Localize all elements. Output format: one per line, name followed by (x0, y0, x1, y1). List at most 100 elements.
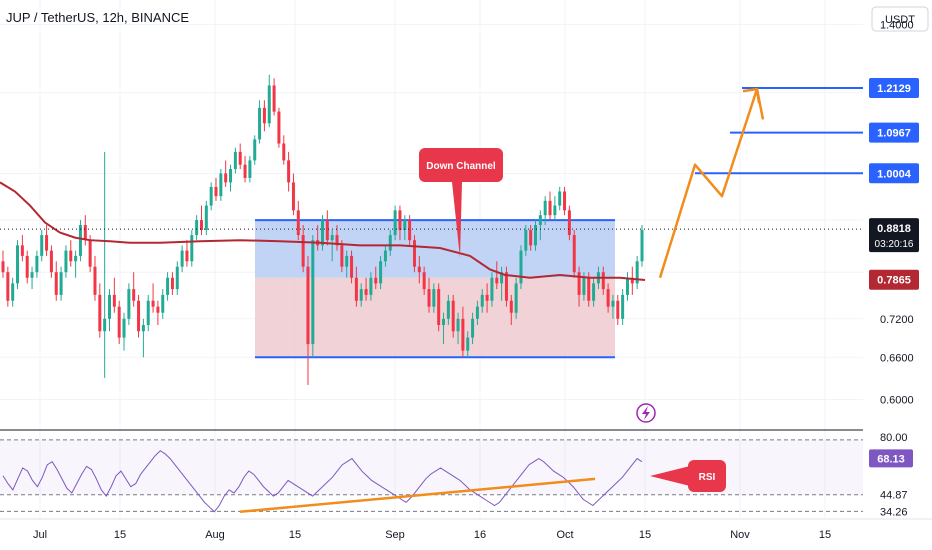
candle[interactable] (364, 277, 368, 301)
candle[interactable] (262, 100, 266, 132)
candle[interactable] (379, 255, 383, 290)
candle[interactable] (388, 230, 392, 256)
candle[interactable] (374, 266, 378, 290)
candle[interactable] (306, 255, 310, 385)
candle[interactable] (350, 250, 354, 284)
candle[interactable] (16, 240, 20, 290)
candle[interactable] (229, 164, 233, 192)
candle[interactable] (558, 186, 562, 211)
candle[interactable] (35, 250, 39, 278)
candle[interactable] (199, 205, 203, 236)
candle[interactable] (616, 294, 620, 325)
candle[interactable] (500, 266, 504, 301)
candle[interactable] (509, 294, 513, 325)
candle[interactable] (25, 250, 29, 284)
candle[interactable] (451, 294, 455, 338)
candle[interactable] (132, 272, 136, 307)
candle[interactable] (325, 210, 329, 246)
candle[interactable] (64, 245, 68, 278)
candle[interactable] (59, 266, 63, 301)
candle[interactable] (529, 225, 533, 251)
candle[interactable] (427, 277, 431, 313)
candle[interactable] (437, 283, 441, 332)
candle[interactable] (112, 277, 116, 313)
candle[interactable] (403, 215, 407, 241)
candle[interactable] (175, 261, 179, 295)
candle[interactable] (461, 306, 465, 358)
candle[interactable] (606, 283, 610, 313)
candle[interactable] (475, 300, 479, 325)
candle[interactable] (166, 272, 170, 301)
candle[interactable] (611, 294, 615, 319)
candle[interactable] (533, 220, 538, 251)
candle[interactable] (224, 160, 228, 187)
candle[interactable] (456, 312, 460, 345)
currency-button-label[interactable]: USDT (885, 14, 915, 26)
candle[interactable] (408, 215, 412, 246)
candle[interactable] (504, 266, 508, 307)
candle[interactable] (301, 225, 305, 273)
candle[interactable] (190, 230, 194, 267)
candle[interactable] (398, 205, 402, 241)
candle[interactable] (519, 245, 523, 290)
candle[interactable] (209, 182, 213, 211)
candle[interactable] (180, 245, 184, 273)
candle[interactable] (393, 205, 397, 241)
candle[interactable] (340, 240, 344, 273)
candle[interactable] (45, 225, 49, 256)
candle[interactable] (74, 250, 78, 278)
candle[interactable] (49, 245, 53, 278)
candle[interactable] (214, 177, 218, 201)
candle[interactable] (630, 266, 634, 295)
candle[interactable] (577, 266, 581, 307)
candle[interactable] (253, 135, 257, 165)
candle[interactable] (272, 78, 276, 116)
candle[interactable] (442, 312, 446, 345)
candle[interactable] (543, 196, 547, 226)
candle[interactable] (538, 210, 542, 241)
candle[interactable] (248, 156, 252, 183)
candle[interactable] (141, 318, 145, 358)
candle[interactable] (311, 235, 315, 358)
candle[interactable] (54, 261, 58, 301)
candle[interactable] (156, 300, 160, 325)
rsi-trendline[interactable] (239, 477, 596, 513)
candle[interactable] (490, 272, 494, 307)
candle[interactable] (359, 283, 363, 307)
candle[interactable] (233, 147, 237, 174)
candle[interactable] (170, 272, 174, 295)
candle[interactable] (11, 277, 15, 307)
candle[interactable] (524, 225, 528, 256)
candle[interactable] (6, 266, 10, 307)
candle[interactable] (495, 261, 499, 290)
candle[interactable] (267, 74, 271, 128)
candle[interactable] (635, 255, 639, 290)
candle[interactable] (345, 250, 349, 278)
candle[interactable] (412, 235, 416, 273)
candle[interactable] (320, 215, 325, 251)
currency-button[interactable]: USDT (871, 6, 929, 32)
candle[interactable] (103, 151, 107, 378)
candle[interactable] (88, 235, 92, 273)
candle[interactable] (1, 250, 5, 278)
candle[interactable] (238, 143, 242, 170)
candle[interactable] (369, 272, 373, 301)
candle[interactable] (335, 225, 339, 251)
candle[interactable] (354, 266, 358, 307)
candle[interactable] (69, 240, 73, 267)
candle[interactable] (151, 283, 155, 313)
candle[interactable] (258, 100, 262, 144)
candle[interactable] (514, 277, 518, 319)
candle[interactable] (93, 255, 97, 301)
candle[interactable] (204, 200, 208, 236)
candle[interactable] (625, 272, 629, 301)
candle[interactable] (195, 215, 199, 241)
candle[interactable] (282, 135, 286, 165)
candle[interactable] (640, 225, 644, 267)
candle[interactable] (30, 266, 34, 290)
candle[interactable] (601, 266, 605, 295)
candle[interactable] (185, 240, 189, 267)
candle[interactable] (291, 173, 295, 216)
candle[interactable] (137, 294, 141, 338)
